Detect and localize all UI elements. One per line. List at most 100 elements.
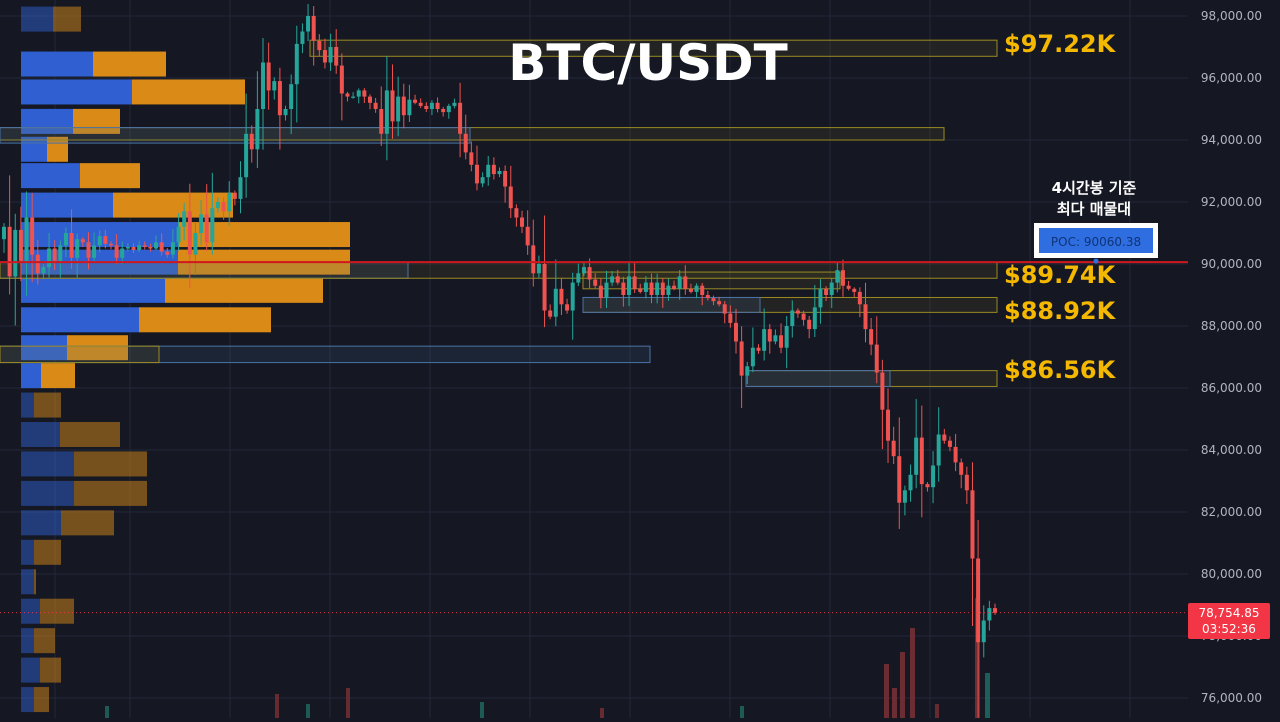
candle-body [767,329,772,342]
candle-body [942,434,947,441]
candle-body [137,245,142,251]
poc-label: POC: 90060.38 [1051,235,1141,249]
candle-body [474,164,479,184]
grid-lines [0,0,1188,718]
yellow-zone [0,261,998,279]
profile-sell-bar [40,657,61,683]
profile-sell-bar [34,569,36,595]
candle-body [931,465,936,488]
volume-bar [910,628,915,718]
candle-body [306,16,311,32]
candle-body [570,282,575,311]
blue-zone [745,370,891,387]
profile-buy-bar [21,569,34,595]
candle-body [311,16,316,41]
profile-sell-bar [53,6,81,32]
candle-body [801,313,806,320]
candle-body [142,245,147,247]
profile-buy-bar [21,192,113,218]
candle-body [13,229,18,277]
profile-buy-bar [21,687,34,713]
candle-body [407,99,412,116]
profile-sell-bar [165,277,323,303]
candle-body [745,366,750,376]
candle-body [908,474,913,491]
candle-body [581,267,586,274]
candle-body [993,608,997,613]
candle-body [108,243,113,246]
candle-body [632,276,637,289]
candle-body [75,239,80,258]
poc-group [0,258,1188,614]
volume-bar [306,704,310,718]
profile-sell-bar [132,79,245,105]
candle-body [925,484,930,488]
volume-bar [985,673,990,718]
volume-bar [900,652,905,718]
profile-sell-bar [34,539,61,565]
candle-body [261,62,266,109]
profile-sell-bar [60,422,120,447]
candle-body [677,276,682,289]
candle-body [193,233,198,255]
candle-body [497,171,502,175]
candle-body [424,105,429,109]
candle-body [373,102,378,109]
candle-body [187,211,192,255]
candle-body [339,65,344,94]
candle-body [666,285,671,295]
candle-body [215,202,220,209]
candle-body [125,246,130,249]
y-axis-tick-label: 90,000.00 [1201,257,1262,271]
price-level-label: $88.92K [1004,297,1117,325]
candle-body [227,192,232,212]
profile-sell-bar [113,192,233,218]
candle-body [52,248,57,261]
candle-body [80,239,85,243]
volume-bar [975,598,980,718]
candle-body [458,102,463,134]
profile-buy-bar [21,307,139,333]
candle-body [351,96,356,98]
candle-body [565,304,570,311]
candle-body [559,288,564,305]
volume-bar [346,688,350,718]
candle-body [131,246,136,251]
candle-body [446,105,451,113]
candle-body [593,279,598,286]
profile-sell-bar [34,687,49,713]
candle-body [700,285,705,295]
profile-buy-bar [21,480,74,506]
candle-body [936,434,941,466]
profile-sell-bar [34,392,61,418]
candle-body [722,304,727,314]
candle-body [553,288,558,317]
profile-sell-bar [67,335,128,361]
candle-body [717,301,722,305]
profile-buy-bar [21,108,73,134]
candle-body [520,217,525,227]
candle-body [266,62,271,91]
candle-body [874,344,879,373]
candle-body [739,341,744,376]
profile-sell-bar [80,163,140,189]
candle-body [587,267,592,280]
candle-body [294,43,299,85]
y-axis-tick-label: 94,000.00 [1201,133,1262,147]
candle-body [688,288,693,292]
profile-sell-bar [93,51,166,77]
candle-body [750,347,755,367]
candle-body [655,282,660,295]
volume-bar [740,706,744,718]
candle-body [976,558,981,643]
price-level-label: $97.22K [1004,30,1117,58]
candle-body [165,251,170,255]
candle-body [170,242,175,255]
candle-body [970,490,975,559]
profile-sell-bar [40,598,74,624]
candle-body [148,246,153,249]
volume-bars [105,598,990,718]
candle-body [345,93,350,97]
